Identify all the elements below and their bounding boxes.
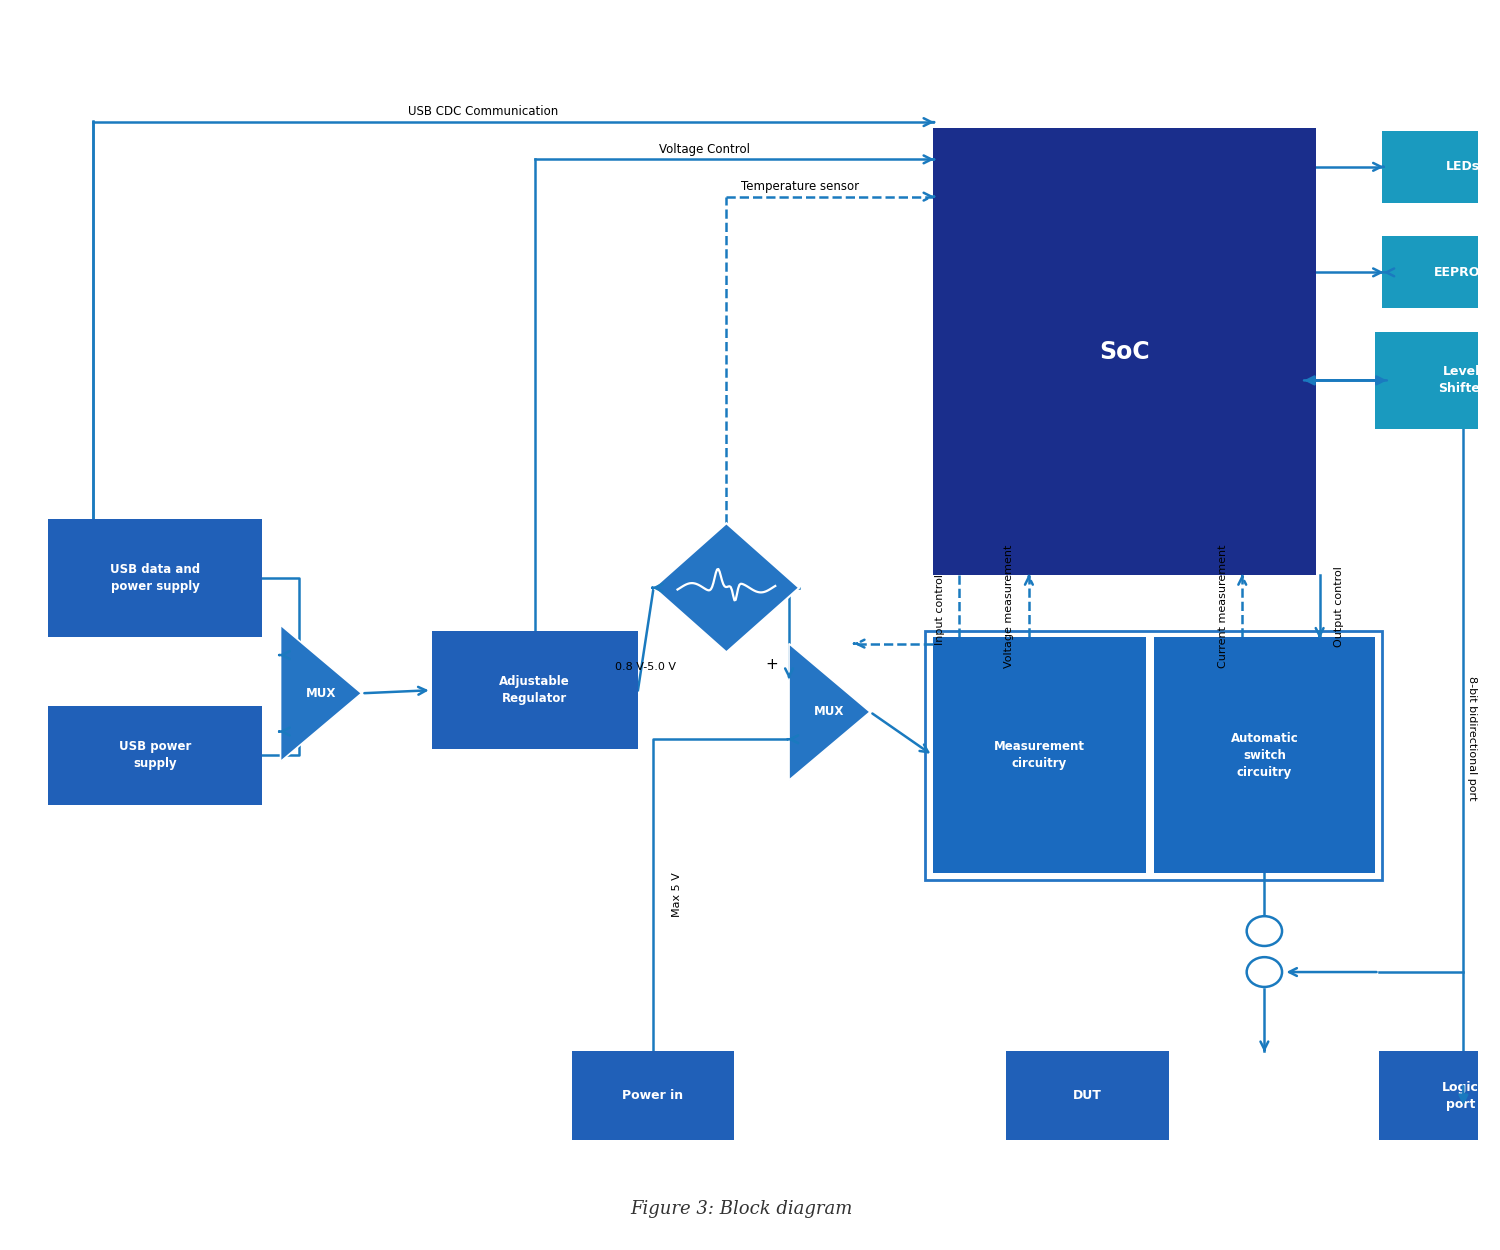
FancyBboxPatch shape (432, 631, 638, 749)
Text: SoC: SoC (1100, 340, 1149, 364)
FancyBboxPatch shape (933, 638, 1146, 874)
Text: 8-bit bidirectional port: 8-bit bidirectional port (1467, 676, 1478, 800)
Text: Level
Shifter: Level Shifter (1438, 365, 1486, 395)
Circle shape (1246, 958, 1282, 988)
Text: USB power
supply: USB power supply (118, 740, 192, 770)
Text: MUX: MUX (306, 686, 336, 700)
Circle shape (1246, 916, 1282, 946)
FancyBboxPatch shape (1154, 638, 1376, 874)
FancyBboxPatch shape (1376, 332, 1500, 429)
FancyBboxPatch shape (1383, 236, 1500, 309)
Polygon shape (654, 524, 800, 652)
Text: USB CDC Communication: USB CDC Communication (408, 105, 558, 119)
Text: Voltage measurement: Voltage measurement (1004, 545, 1014, 668)
Polygon shape (789, 644, 870, 780)
Text: +: + (765, 656, 777, 671)
Text: Power in: Power in (622, 1089, 684, 1102)
FancyBboxPatch shape (933, 129, 1316, 575)
Text: Automatic
switch
circuitry: Automatic switch circuitry (1230, 731, 1298, 779)
Text: Input control: Input control (934, 574, 945, 645)
Text: Measurement
circuitry: Measurement circuitry (994, 740, 1084, 770)
Text: USB data and
power supply: USB data and power supply (110, 564, 201, 594)
FancyBboxPatch shape (1007, 1051, 1168, 1140)
Text: 0.8 V-5.0 V: 0.8 V-5.0 V (615, 661, 676, 671)
Text: Max 5 V: Max 5 V (672, 872, 682, 917)
Text: Output control: Output control (1335, 566, 1344, 646)
Text: LEDs: LEDs (1446, 160, 1480, 174)
Text: Current measurement: Current measurement (1218, 545, 1227, 668)
Text: Voltage Control: Voltage Control (658, 142, 750, 156)
Text: MUX: MUX (815, 705, 844, 719)
FancyBboxPatch shape (572, 1051, 734, 1140)
FancyBboxPatch shape (48, 706, 262, 805)
FancyBboxPatch shape (48, 520, 262, 638)
Text: Figure 3: Block diagram: Figure 3: Block diagram (630, 1200, 852, 1218)
Text: DUT: DUT (1072, 1089, 1102, 1102)
Text: Temperature sensor: Temperature sensor (741, 180, 860, 192)
FancyBboxPatch shape (1380, 1051, 1500, 1140)
Text: Logic
port: Logic port (1442, 1080, 1479, 1110)
Polygon shape (280, 625, 362, 761)
Text: Adjustable
Regulator: Adjustable Regulator (500, 675, 570, 705)
FancyBboxPatch shape (1383, 131, 1500, 202)
Text: EEPROM: EEPROM (1434, 266, 1492, 279)
